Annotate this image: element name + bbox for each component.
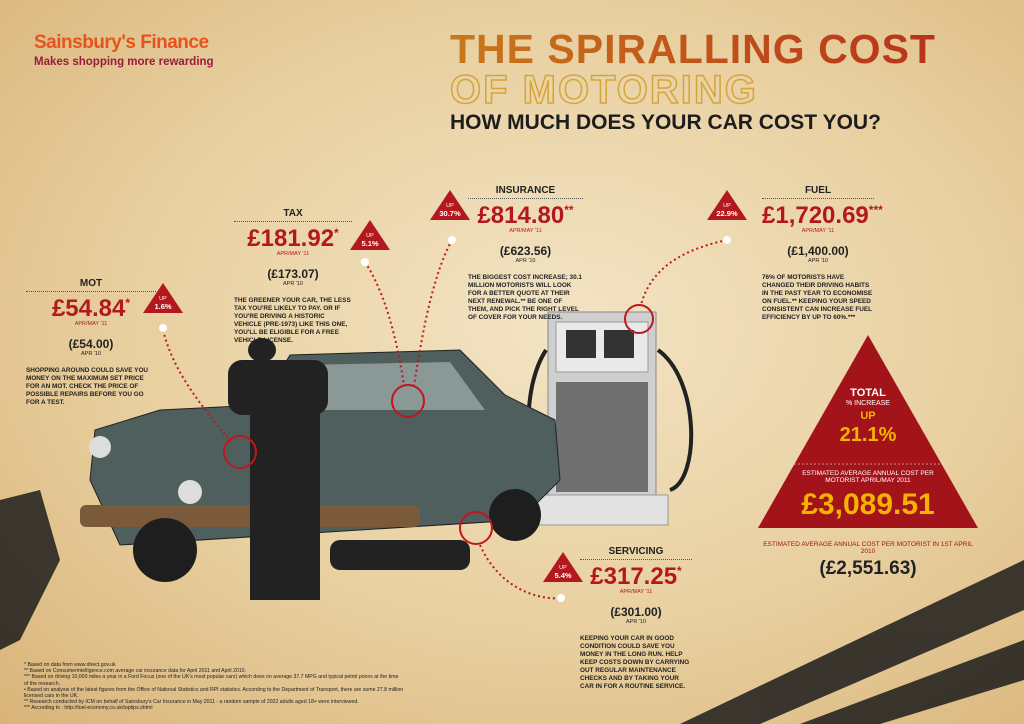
pointer-dots xyxy=(159,236,731,602)
item-text: KEEPING YOUR CAR IN GOOD CONDITION COULD… xyxy=(580,635,690,690)
item-label: FUEL xyxy=(762,185,874,199)
total-previous-caption: ESTIMATED AVERAGE ANNUAL COST PER MOTORI… xyxy=(763,541,973,555)
total-current: £3,089.51 xyxy=(801,488,935,521)
item-previous: (£1,400.00) xyxy=(787,244,849,258)
mechanic xyxy=(228,338,470,600)
footnote: * Based on data from www.direct.gov.uk xyxy=(24,662,116,668)
item-previous: (£301.00) xyxy=(610,605,662,619)
item-previous-date: APR '10 xyxy=(625,619,646,625)
total-triangle xyxy=(758,335,978,528)
item-marker: * xyxy=(125,296,131,310)
item-amount: £54.84 xyxy=(51,295,126,322)
footnote: • Based on analysis of the latest figure… xyxy=(24,686,404,700)
item-text: THE BIGGEST COST INCREASE; 30.1 MILLION … xyxy=(468,274,582,321)
item-marker: ** xyxy=(564,203,574,217)
brand-tagline: Makes shopping more rewarding xyxy=(34,56,214,68)
pointers xyxy=(162,239,728,600)
item-marker: * xyxy=(677,564,682,578)
item-previous: (£623.56) xyxy=(499,244,552,258)
item-amount-row: £814.80** xyxy=(468,202,583,230)
item-amount: £317.25 xyxy=(590,563,678,590)
brand-name: Sainsbury's Finance xyxy=(34,32,209,53)
total-current-caption: ESTIMATED AVERAGE ANNUAL COST PER MOTORI… xyxy=(802,470,934,484)
item-label: INSURANCE xyxy=(468,185,583,199)
total-change: 21.1% xyxy=(839,424,897,446)
footnote: *** According to : http://fuel-economy.c… xyxy=(24,705,153,712)
title: OF MOTORING xyxy=(449,67,758,113)
total-sublabel: % INCREASE xyxy=(846,400,890,407)
item-text: THE GREENER YOUR CAR, THE LESS TAX YOU'R… xyxy=(234,297,351,344)
car xyxy=(80,349,561,582)
item-date: APR/MAY '11 xyxy=(619,589,653,595)
item-text: SHOPPING AROUND COULD SAVE YOU MONEY ON … xyxy=(26,367,149,406)
item-amount-row: £54.84* xyxy=(26,295,156,323)
item-amount-row: £181.92* xyxy=(234,225,352,253)
cost-item: FUEL £1,720.69*** APR/MAY '11 (£1,400.00) AP… xyxy=(762,185,883,322)
item-marker: *** xyxy=(868,203,883,217)
item-date: APR/MAY '11 xyxy=(509,228,542,234)
total-previous: (£2,551.63) xyxy=(819,558,917,579)
item-amount: £181.92 xyxy=(247,225,335,252)
total-label: TOTAL xyxy=(850,387,886,399)
item-previous: (£173.07) xyxy=(267,267,319,281)
change-value: 1.6% xyxy=(154,302,172,311)
change-prefix: UP xyxy=(366,233,374,239)
item-amount: £814.80 xyxy=(477,202,565,229)
title: THE SPIRALLING COST xyxy=(450,26,936,72)
footnote: *** Based on driving 10,000 miles a year… xyxy=(24,674,399,687)
tyre-tracks xyxy=(0,490,1024,724)
change-value: 30.7% xyxy=(439,209,461,218)
footnote: ** Based on Consumerintelligence.com ave… xyxy=(24,668,246,675)
cost-item: INSURANCE £814.80** APR/MAY '11 (£623.56) AP… xyxy=(468,185,583,322)
change-prefix: UP xyxy=(446,203,454,209)
fuel-pump xyxy=(526,311,694,526)
change-value: 5.1% xyxy=(361,239,379,248)
item-text: 76% OF MOTORISTS HAVE CHANGED THEIR DRIV… xyxy=(762,274,873,321)
total-prefix: UP xyxy=(860,410,876,422)
change-prefix: UP xyxy=(159,296,167,302)
subtitle: HOW MUCH DOES YOUR CAR COST YOU? xyxy=(450,111,881,134)
item-label: TAX xyxy=(234,208,352,222)
cost-item: MOT £54.84* APR/MAY '11 (£54.00) APR '10 SHOP… xyxy=(26,278,156,407)
item-date: APR/MAY '11 xyxy=(276,251,310,257)
cost-item: SERVICING £317.25* APR/MAY '11 (£301.00) APR… xyxy=(580,546,692,691)
item-previous: (£54.00) xyxy=(68,337,114,351)
cost-item: TAX £181.92* APR/MAY '11 (£173.07) APR '10 TH… xyxy=(234,208,352,345)
item-previous-date: APR '10 xyxy=(282,281,303,287)
item-previous-date: APR '10 xyxy=(80,351,101,357)
change-value: 22.9% xyxy=(716,209,738,218)
item-label: SERVICING xyxy=(580,546,692,560)
item-date: APR/MAY '11 xyxy=(801,228,835,234)
change-prefix: UP xyxy=(723,203,731,209)
item-amount-row: £1,720.69*** xyxy=(762,202,883,230)
footnote: ** Research conducted by ICM on behalf o… xyxy=(24,699,359,706)
item-previous-date: APR '10 xyxy=(515,258,536,264)
change-value: 5.4% xyxy=(554,571,572,580)
item-amount: £1,720.69 xyxy=(762,202,869,229)
item-previous-date: APR '10 xyxy=(807,258,828,264)
item-amount-row: £317.25* xyxy=(580,563,692,591)
item-date: APR/MAY '11 xyxy=(74,321,108,327)
item-marker: * xyxy=(334,226,339,240)
footnotes: * Based on data from www.direct.gov.uk **… xyxy=(24,662,404,712)
change-prefix: UP xyxy=(559,565,567,571)
item-label: MOT xyxy=(26,278,156,292)
